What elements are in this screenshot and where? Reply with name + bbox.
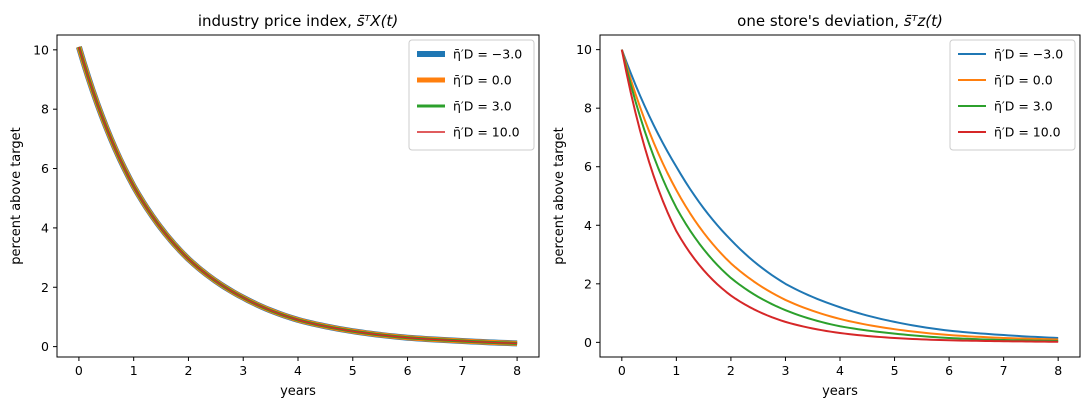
legend-label: η̄′D = 10.0 (994, 125, 1061, 140)
legend-box (408, 39, 535, 151)
chart-title-math: s̄ᵀX(t) (357, 12, 398, 30)
x-tick-label: 0 (618, 363, 626, 378)
legend-label: η̄′D = 0.0 (994, 73, 1053, 88)
legend-label: η̄′D = 10.0 (453, 125, 520, 140)
legend-box (949, 39, 1076, 151)
series-line-4 (620, 49, 1059, 343)
legend-label: η̄′D = 0.0 (453, 73, 512, 88)
x-tick-label: 2 (184, 363, 192, 378)
y-tick-label: 4 (41, 220, 49, 235)
series-line-2 (620, 49, 1059, 341)
y-tick-label: 0 (584, 335, 592, 350)
x-tick-label: 3 (239, 363, 247, 378)
chart-title-text: one store's deviation, (737, 12, 904, 30)
chart-title: one store's deviation, s̄ᵀz(t) (737, 12, 943, 30)
chart-title: industry price index, s̄ᵀX(t) (198, 12, 398, 30)
x-axis-label: years (822, 384, 858, 399)
y-tick-label: 2 (41, 280, 49, 295)
y-tick-label: 2 (584, 276, 592, 291)
x-tick-label: 4 (836, 363, 844, 378)
chart-1: 0 1 2 3 4 5 6 7 8 0 2 4 6 8 10 industry price index, s̄… (9, 12, 540, 399)
x-tick-label: 7 (458, 363, 466, 378)
x-tick-label: 8 (1054, 363, 1062, 378)
x-tick-label: 5 (891, 363, 899, 378)
x-tick-label: 6 (945, 363, 953, 378)
x-tick-label: 7 (1000, 363, 1008, 378)
y-tick-label: 10 (576, 42, 592, 57)
y-tick-label: 0 (41, 339, 49, 354)
x-tick-label: 5 (349, 363, 357, 378)
x-tick-label: 1 (672, 363, 680, 378)
chart-title-math: s̄ᵀz(t) (904, 12, 943, 30)
x-tick-label: 0 (75, 363, 83, 378)
series-line-4 (78, 46, 518, 345)
y-axis-label: percent above target (9, 127, 24, 264)
series-line-1 (620, 49, 1059, 339)
y-tick-label: 10 (33, 42, 49, 57)
legend-label: η̄′D = 3.0 (994, 99, 1053, 114)
chart-title-text: industry price index, (198, 12, 357, 30)
series-line-3 (620, 49, 1059, 342)
y-tick-label: 8 (584, 101, 592, 116)
x-tick-label: 2 (727, 363, 735, 378)
y-tick-label: 4 (584, 218, 592, 233)
x-tick-label: 8 (513, 363, 521, 378)
legend-label: η̄′D = 3.0 (453, 99, 512, 114)
y-tick-label: 8 (41, 102, 49, 117)
x-tick-label: 1 (130, 363, 138, 378)
x-tick-label: 6 (404, 363, 412, 378)
x-tick-label: 3 (781, 363, 789, 378)
x-axis-label: years (280, 384, 316, 399)
legend-label: η̄′D = −3.0 (453, 47, 522, 62)
legend-label: η̄′D = −3.0 (994, 47, 1063, 62)
y-axis-label: percent above target (552, 127, 567, 264)
y-tick-label: 6 (584, 159, 592, 174)
y-tick-label: 6 (41, 161, 49, 176)
x-tick-label: 4 (294, 363, 302, 378)
chart-2: 0 1 2 3 4 5 6 7 8 0 2 4 6 8 10 one store's deviation, s… (552, 12, 1081, 399)
